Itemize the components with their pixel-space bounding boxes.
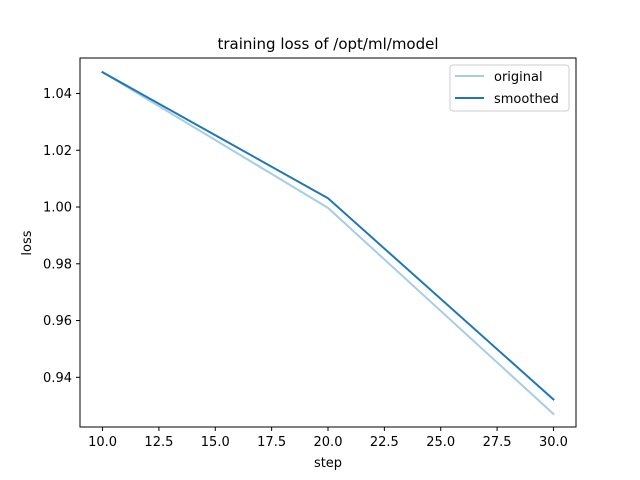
series-line-original: [101, 70, 555, 416]
x-tick-label: 15.0: [201, 435, 230, 450]
series-layer: [101, 70, 555, 416]
y-tick-label: 0.96: [43, 314, 72, 329]
x-tick-label: 17.5: [257, 435, 286, 450]
x-axis-label: step: [314, 456, 342, 471]
x-tick-label: 25.0: [426, 435, 455, 450]
x-tick-label: 27.5: [483, 435, 512, 450]
y-tick-label: 1.00: [43, 201, 72, 216]
legend-label-original: original: [494, 70, 543, 85]
y-tick-label: 0.94: [43, 371, 72, 386]
x-tick-label: 20.0: [314, 435, 343, 450]
x-tick-label: 12.5: [144, 435, 173, 450]
y-tick-label: 1.02: [43, 144, 72, 159]
legend-label-smoothed: smoothed: [494, 92, 559, 107]
plot-area: [79, 57, 577, 428]
x-axis: 10.0 12.5 15.0 17.5 20.0 22.5 25.0 27.5 30.0: [88, 427, 568, 450]
x-tick-label: 30.0: [539, 435, 568, 450]
series-line-smoothed: [101, 70, 555, 401]
y-axis: 0.94 0.96 0.98 1.00 1.02 1.04: [43, 87, 80, 386]
plot-background: [80, 58, 576, 427]
y-axis-label: loss: [20, 230, 35, 255]
legend: original smoothed: [449, 64, 570, 112]
x-tick-label: 22.5: [370, 435, 399, 450]
chart-title: training loss of /opt/ml/model: [217, 35, 438, 53]
x-tick-label: 10.0: [88, 435, 117, 450]
y-tick-label: 0.98: [43, 257, 72, 272]
y-tick-label: 1.04: [43, 87, 72, 102]
